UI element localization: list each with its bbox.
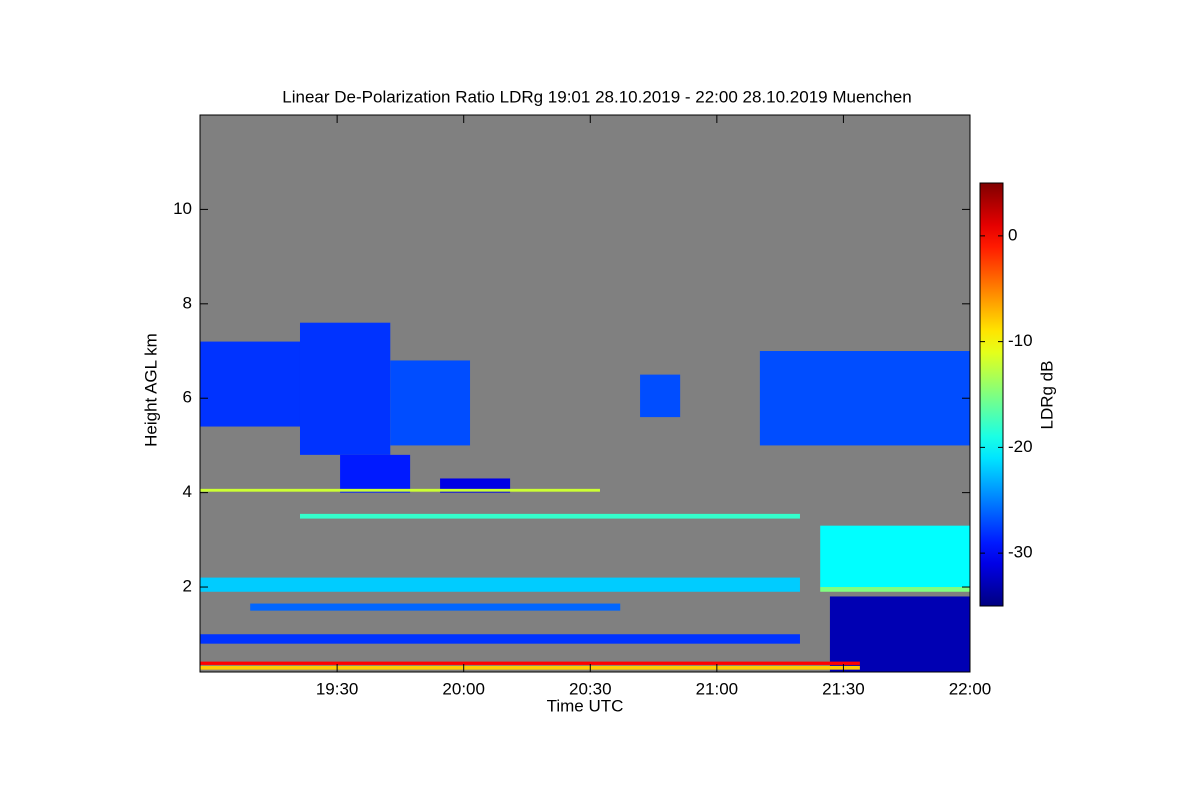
- data-patch: [200, 665, 860, 670]
- data-patch: [200, 577, 800, 592]
- x-tick-label: 22:00: [949, 679, 992, 698]
- y-tick-label: 2: [183, 577, 192, 596]
- data-patch: [200, 488, 600, 492]
- data-patch: [200, 661, 860, 665]
- data-patch: [299, 322, 391, 455]
- data-patch: [200, 634, 800, 644]
- x-tick-label: 20:30: [569, 679, 612, 698]
- colorbar-label: LDRg dB: [1037, 361, 1056, 430]
- heatmap: [200, 322, 970, 672]
- data-patch: [820, 525, 970, 588]
- data-patch: [640, 374, 681, 418]
- data-patch: [390, 360, 471, 446]
- data-patch: [250, 603, 621, 611]
- x-tick-label: 20:00: [442, 679, 485, 698]
- colorbar-tick-label: -10: [1008, 331, 1033, 350]
- data-patch: [200, 341, 300, 427]
- data-patch: [299, 513, 800, 519]
- colorbar: [979, 182, 1004, 607]
- data-patch: [820, 587, 970, 592]
- plot-frame: [199, 114, 971, 673]
- colorbar-tick-label: -30: [1008, 543, 1033, 562]
- y-tick-label: 4: [183, 482, 192, 501]
- chart-title: Linear De-Polarization Ratio LDRg 19:01 …: [282, 87, 911, 106]
- x-tick-label: 19:30: [316, 679, 359, 698]
- y-axis-label: Height AGL km: [141, 333, 160, 447]
- colorbar-tick-label: 0: [1008, 225, 1017, 244]
- data-patch: [340, 454, 411, 493]
- colorbar-tick-label: -20: [1008, 437, 1033, 456]
- y-tick-label: 8: [183, 293, 192, 312]
- data-patch: [759, 351, 970, 446]
- data-patch: [829, 596, 970, 672]
- y-tick-label: 6: [183, 388, 192, 407]
- x-axis-label: Time UTC: [547, 696, 624, 715]
- y-tick-label: 10: [173, 199, 192, 218]
- x-tick-label: 21:30: [822, 679, 865, 698]
- x-tick-label: 21:00: [696, 679, 739, 698]
